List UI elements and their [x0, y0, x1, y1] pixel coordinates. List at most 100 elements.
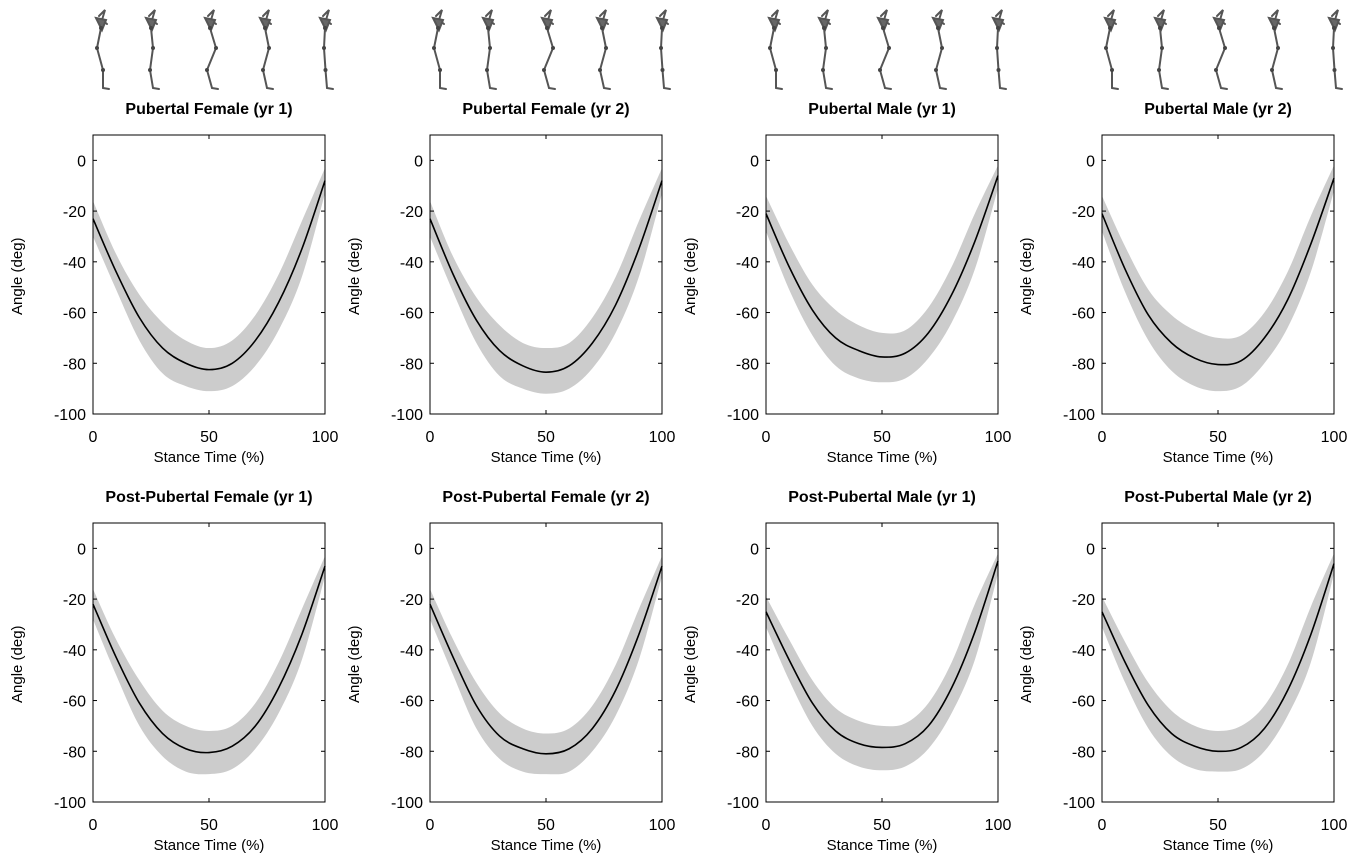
x-tick-label: 0 — [89, 817, 98, 834]
y-tick-label: 0 — [414, 541, 423, 558]
std-band — [766, 165, 998, 383]
y-tick-label: -80 — [400, 744, 423, 761]
std-band — [1102, 165, 1334, 392]
x-axis-label: Stance Time (%) — [1162, 449, 1274, 466]
y-tick-label: -60 — [736, 306, 759, 323]
panel-title: Pubertal Male (yr 2) — [1144, 101, 1292, 118]
y-tick-label: 0 — [77, 541, 86, 558]
skeleton-figure-icon — [481, 9, 497, 90]
y-tick-label: -40 — [63, 643, 86, 660]
x-axis-label: Stance Time (%) — [153, 837, 265, 854]
y-tick-label: -100 — [727, 407, 759, 424]
x-tick-label: 0 — [762, 817, 771, 834]
y-tick-label: -80 — [1072, 744, 1095, 761]
x-axis-label: Stance Time (%) — [490, 449, 602, 466]
y-tick-label: -60 — [400, 306, 423, 323]
y-tick-label: -80 — [63, 744, 86, 761]
y-tick-label: -100 — [727, 795, 759, 812]
skeleton-figure-icon — [767, 9, 783, 90]
skeleton-figure-icon — [991, 9, 1007, 90]
x-tick-label: 50 — [1209, 429, 1227, 446]
y-tick-label: 0 — [1086, 541, 1095, 558]
x-tick-label: 50 — [537, 429, 555, 446]
x-tick-label: 100 — [985, 817, 1012, 834]
x-tick-label: 100 — [1321, 817, 1348, 834]
x-tick-label: 50 — [873, 429, 891, 446]
skeleton-figure-icon — [318, 9, 334, 90]
skeleton-figure-icon — [144, 9, 160, 90]
y-tick-label: -60 — [736, 694, 759, 711]
panel-title: Pubertal Female (yr 1) — [125, 101, 293, 118]
x-axis-label: Stance Time (%) — [153, 449, 265, 466]
x-tick-label: 100 — [985, 429, 1012, 446]
x-tick-label: 50 — [200, 817, 218, 834]
skeleton-figure-icon — [1153, 9, 1169, 90]
y-tick-label: -60 — [1072, 306, 1095, 323]
x-axis-label: Stance Time (%) — [826, 837, 938, 854]
skeleton-figure-icon — [595, 9, 611, 90]
skeleton-figure-icon — [817, 9, 833, 90]
panel-title: Post-Pubertal Female (yr 2) — [442, 489, 650, 506]
x-tick-label: 50 — [537, 817, 555, 834]
panel-title: Pubertal Female (yr 2) — [462, 101, 630, 118]
x-tick-label: 0 — [426, 429, 435, 446]
skeleton-figure-icon — [540, 9, 556, 90]
y-tick-label: -20 — [736, 592, 759, 609]
x-axis-label: Stance Time (%) — [1162, 837, 1274, 854]
x-tick-label: 100 — [1321, 429, 1348, 446]
mean-line — [429, 565, 663, 755]
y-tick-label: -80 — [736, 744, 759, 761]
mean-line — [765, 560, 999, 749]
skeleton-figure-icon — [1212, 9, 1228, 90]
y-tick-label: -20 — [400, 592, 423, 609]
y-tick-label: -100 — [1063, 795, 1095, 812]
y-tick-label: 0 — [750, 153, 759, 170]
mean-line — [92, 565, 326, 754]
x-tick-label: 50 — [873, 817, 891, 834]
x-tick-label: 0 — [426, 817, 435, 834]
y-tick-label: -40 — [736, 255, 759, 272]
y-tick-label: -20 — [63, 204, 86, 221]
skeleton-figure-icon — [1103, 9, 1119, 90]
y-tick-label: 0 — [750, 541, 759, 558]
x-tick-label: 100 — [312, 817, 339, 834]
y-tick-label: -80 — [63, 356, 86, 373]
skeleton-figure-icon — [931, 9, 947, 90]
mean-line — [429, 180, 663, 373]
y-tick-label: -20 — [736, 204, 759, 221]
mean-line — [1101, 177, 1335, 366]
rat-hindlimb-skeleton-icon-strip — [1103, 9, 1343, 90]
y-tick-label: -20 — [1072, 204, 1095, 221]
skeleton-figure-icon — [876, 9, 892, 90]
y-tick-label: -60 — [400, 694, 423, 711]
y-tick-label: -100 — [1063, 407, 1095, 424]
std-band — [1102, 553, 1334, 772]
y-tick-label: -20 — [1072, 592, 1095, 609]
y-tick-label: -80 — [1072, 356, 1095, 373]
y-tick-label: -100 — [54, 407, 86, 424]
panel-title: Pubertal Male (yr 1) — [808, 101, 956, 118]
x-tick-label: 0 — [1098, 429, 1107, 446]
mean-line — [1101, 563, 1335, 753]
y-tick-label: -40 — [736, 643, 759, 660]
x-tick-label: 0 — [1098, 817, 1107, 834]
skeleton-figure-icon — [94, 9, 110, 90]
y-tick-label: 0 — [414, 153, 423, 170]
y-tick-label: -40 — [1072, 643, 1095, 660]
y-tick-label: 0 — [77, 153, 86, 170]
panel-title: Post-Pubertal Male (yr 1) — [788, 489, 976, 506]
x-axis-label: Stance Time (%) — [826, 449, 938, 466]
y-tick-label: -100 — [391, 407, 423, 424]
y-tick-label: -40 — [400, 255, 423, 272]
rat-hindlimb-skeleton-icon-strip — [94, 9, 334, 90]
skeleton-figure-icon — [258, 9, 274, 90]
x-axis-label: Stance Time (%) — [490, 837, 602, 854]
